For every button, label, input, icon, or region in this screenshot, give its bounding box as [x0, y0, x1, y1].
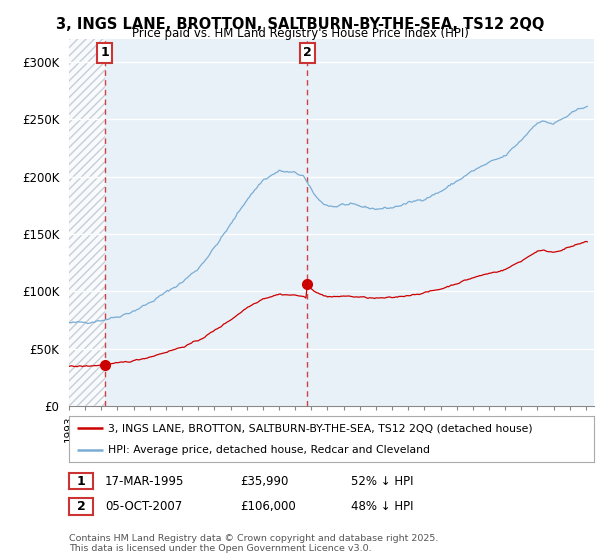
Text: 17-MAR-1995: 17-MAR-1995 [105, 474, 184, 488]
Text: £35,990: £35,990 [240, 474, 289, 488]
Text: £106,000: £106,000 [240, 500, 296, 514]
Text: 05-OCT-2007: 05-OCT-2007 [105, 500, 182, 514]
Text: 3, INGS LANE, BROTTON, SALTBURN-BY-THE-SEA, TS12 2QQ (detached house): 3, INGS LANE, BROTTON, SALTBURN-BY-THE-S… [109, 423, 533, 433]
Text: Contains HM Land Registry data © Crown copyright and database right 2025.
This d: Contains HM Land Registry data © Crown c… [69, 534, 439, 553]
Text: Price paid vs. HM Land Registry's House Price Index (HPI): Price paid vs. HM Land Registry's House … [131, 27, 469, 40]
Text: 2: 2 [77, 500, 85, 514]
Text: 1: 1 [77, 474, 85, 488]
Text: HPI: Average price, detached house, Redcar and Cleveland: HPI: Average price, detached house, Redc… [109, 445, 430, 455]
Text: 3, INGS LANE, BROTTON, SALTBURN-BY-THE-SEA, TS12 2QQ: 3, INGS LANE, BROTTON, SALTBURN-BY-THE-S… [56, 17, 544, 32]
Text: 52% ↓ HPI: 52% ↓ HPI [351, 474, 413, 488]
Text: 48% ↓ HPI: 48% ↓ HPI [351, 500, 413, 514]
Text: 1: 1 [100, 46, 109, 59]
Text: 2: 2 [303, 46, 312, 59]
